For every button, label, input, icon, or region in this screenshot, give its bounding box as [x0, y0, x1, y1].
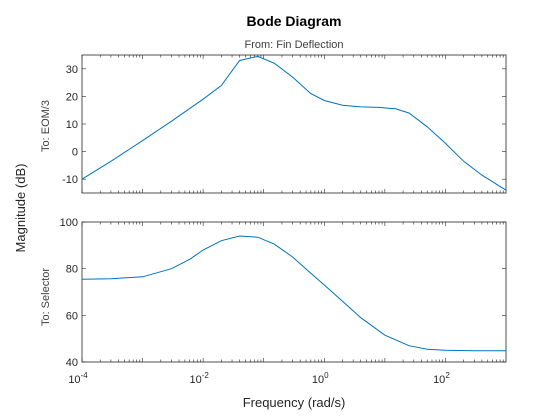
y-tick-label: 100 — [60, 217, 78, 229]
chart-subtitle: From: Fin Deflection — [244, 39, 343, 51]
y-tick-label: 80 — [66, 264, 78, 276]
y-tick-label: 20 — [66, 91, 78, 103]
y-tick-label: 30 — [66, 64, 78, 76]
magnitude-curve — [81, 235, 506, 352]
subplot-selector-frame — [81, 221, 507, 363]
x-tick-label: 10-4 — [68, 371, 88, 386]
magnitude-curve — [81, 55, 507, 191]
row-label-eom3: To: EOM/3 — [40, 100, 52, 152]
y-tick-label: -10 — [62, 174, 78, 186]
x-axis-label: Frequency (rad/s) — [243, 395, 346, 410]
x-tick-label: 10-2 — [189, 371, 209, 386]
chart-title: Bode Diagram — [247, 13, 342, 29]
y-tick-label: 60 — [66, 310, 78, 322]
y-tick-label: 10 — [66, 119, 78, 131]
subplot-eom3-frame — [81, 54, 507, 194]
x-tick-label: 100 — [312, 371, 329, 386]
row-label-selector: To: Selector — [40, 268, 52, 326]
subplot-eom3: -10 0 10 20 30 — [62, 54, 507, 194]
y-tick-label: 0 — [72, 147, 78, 159]
x-tick-label: 102 — [433, 371, 450, 386]
y-tick-label: 40 — [66, 357, 78, 369]
subplot-selector: 40 60 80 100 — [60, 217, 507, 369]
x-tick-labels: 10-4 10-2 100 102 — [68, 371, 450, 386]
y-axis-label: Magnitude (dB) — [13, 164, 28, 253]
